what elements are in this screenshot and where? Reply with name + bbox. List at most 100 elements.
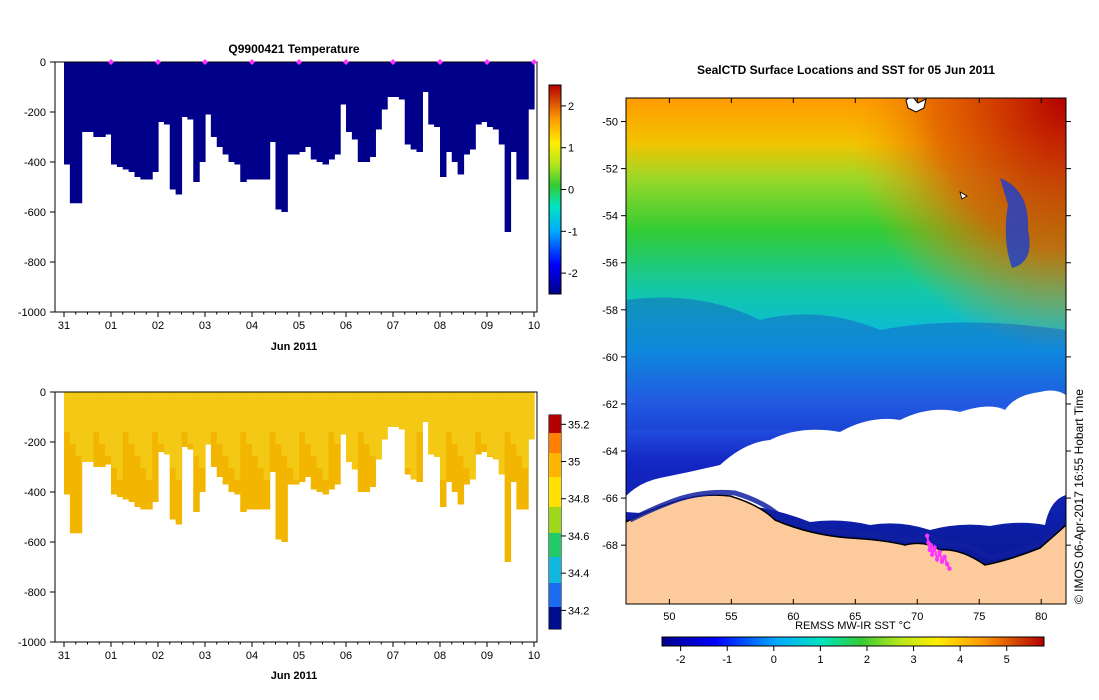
y-tick-label: -800 xyxy=(24,587,46,599)
antarctic-landmass xyxy=(626,495,1066,604)
salinity-profile-column xyxy=(64,392,71,495)
temperature-profile-column xyxy=(516,62,523,180)
temperature-profile-column xyxy=(363,62,371,162)
temperature-profile-column xyxy=(369,62,376,157)
salinity-near-surface-cell xyxy=(175,392,183,480)
salinity-near-surface-cell xyxy=(187,392,194,444)
temperature-profile-column xyxy=(158,62,165,122)
profile-time-marker xyxy=(484,59,490,65)
temperature-xlabel: Jun 2011 xyxy=(271,341,317,353)
y-tick-label: -600 xyxy=(24,207,46,219)
temperature-profile-column xyxy=(116,62,124,167)
lat-tick-label: -56 xyxy=(602,258,618,270)
lon-tick-label: 65 xyxy=(849,611,861,623)
colorbar-tick-label: 35 xyxy=(568,457,580,469)
salinity-near-surface-cell xyxy=(504,392,512,432)
lon-tick-label: 50 xyxy=(663,611,675,623)
temperature-profile-column xyxy=(287,62,294,155)
salinity-profile-column xyxy=(75,392,83,534)
salinity-near-surface-cell xyxy=(93,392,100,432)
island-marker-small xyxy=(959,191,968,200)
salinity-near-surface-cell xyxy=(445,392,453,432)
salinity-near-surface-cell xyxy=(428,392,435,455)
salinity-near-surface-cell xyxy=(422,392,429,422)
x-tick-label: 06 xyxy=(340,650,352,662)
x-tick-label: 09 xyxy=(481,320,493,332)
lat-tick-label: -50 xyxy=(602,117,618,129)
temperature-profile-column xyxy=(340,62,347,105)
colorbar-tick-label: 2 xyxy=(568,101,574,113)
temperature-profile-column xyxy=(99,62,106,137)
salinity-near-surface-cell xyxy=(181,392,188,432)
salinity-profile-column xyxy=(128,392,136,502)
profile-time-marker xyxy=(108,59,114,65)
x-tick-label: 10 xyxy=(528,650,540,662)
sst-colorbar xyxy=(661,636,1045,647)
temperature-profile-column xyxy=(81,62,89,132)
temperature-profile-column xyxy=(111,62,118,165)
temperature-profile-column xyxy=(152,62,159,172)
temperature-colorbar-ticks: 2 1 0 -1 -2 xyxy=(561,101,578,280)
salinity-near-surface-cell xyxy=(205,392,212,445)
temperature-profile-column xyxy=(522,62,529,180)
salinity-near-surface-cell xyxy=(440,392,447,480)
salinity-near-surface-cell xyxy=(293,392,300,480)
profile-time-marker xyxy=(202,59,208,65)
temperature-profile-column xyxy=(322,62,329,165)
seal-surface-location xyxy=(944,561,950,567)
salinity-near-surface-cell xyxy=(69,392,77,444)
temperature-profile-column xyxy=(246,62,253,180)
salinity-near-surface-cell xyxy=(81,392,89,462)
x-tick-label: 08 xyxy=(434,320,446,332)
temperature-profile-column xyxy=(293,62,300,155)
salinity-near-surface-cell xyxy=(416,392,423,432)
salinity-near-surface-cell xyxy=(281,392,288,456)
salinity-near-surface-cell xyxy=(234,392,241,480)
temperature-profile-column xyxy=(128,62,136,172)
temperature-profile-column xyxy=(434,62,441,127)
x-tick-label: 31 xyxy=(58,650,70,662)
map-axes-frame xyxy=(625,97,1067,605)
salinity-near-surface-cell xyxy=(240,392,247,432)
colorbar-tick-label: 34.8 xyxy=(568,494,589,506)
x-tick-label: 09 xyxy=(481,650,493,662)
salinity-near-surface-cell xyxy=(457,392,465,456)
salinity-near-surface-cell xyxy=(487,392,494,456)
salinity-profile-column xyxy=(328,392,335,490)
seal-surface-location xyxy=(924,533,930,538)
temperature-profile-column xyxy=(275,62,282,210)
salinity-near-surface-cell xyxy=(516,392,523,456)
salinity-near-surface-cell xyxy=(158,392,165,444)
salinity-profile-column xyxy=(152,392,159,502)
y-tick-label: -1000 xyxy=(18,307,46,319)
salinity-profile-column xyxy=(281,392,288,542)
temperature-profile-column xyxy=(346,62,353,132)
salinity-near-surface-cell xyxy=(75,392,83,456)
profile-time-marker xyxy=(437,59,443,65)
temperature-profile-column xyxy=(469,62,476,150)
temperature-profile-column xyxy=(299,62,306,152)
salinity-near-surface-cell xyxy=(522,392,529,468)
temperature-profile-column xyxy=(252,62,259,180)
x-tick-label: 01 xyxy=(105,650,117,662)
salinity-near-surface-cell xyxy=(410,392,418,480)
temperature-profile-column xyxy=(181,62,188,117)
seal-surface-location xyxy=(939,559,945,564)
x-tick-label: 31 xyxy=(58,320,70,332)
temperature-profile-column xyxy=(334,62,341,155)
salinity-near-surface-cell xyxy=(340,392,347,435)
temperature-profile-column xyxy=(210,62,218,137)
x-tick-label: 05 xyxy=(293,650,305,662)
profile-time-marker xyxy=(390,59,396,65)
salinity-profile-column xyxy=(275,392,282,540)
temperature-profile-column xyxy=(69,62,77,204)
salinity-near-surface-cell xyxy=(363,392,371,444)
temperature-profile-column xyxy=(381,62,388,110)
seal-surface-location xyxy=(937,550,942,555)
temperature-profile-column xyxy=(205,62,212,115)
salinity-near-surface-cell xyxy=(387,392,394,427)
temperature-profile-column xyxy=(199,62,206,162)
temperature-profile-column xyxy=(304,62,312,147)
salinity-near-surface-cell xyxy=(346,392,353,462)
salinity-near-surface-cell xyxy=(492,392,500,460)
